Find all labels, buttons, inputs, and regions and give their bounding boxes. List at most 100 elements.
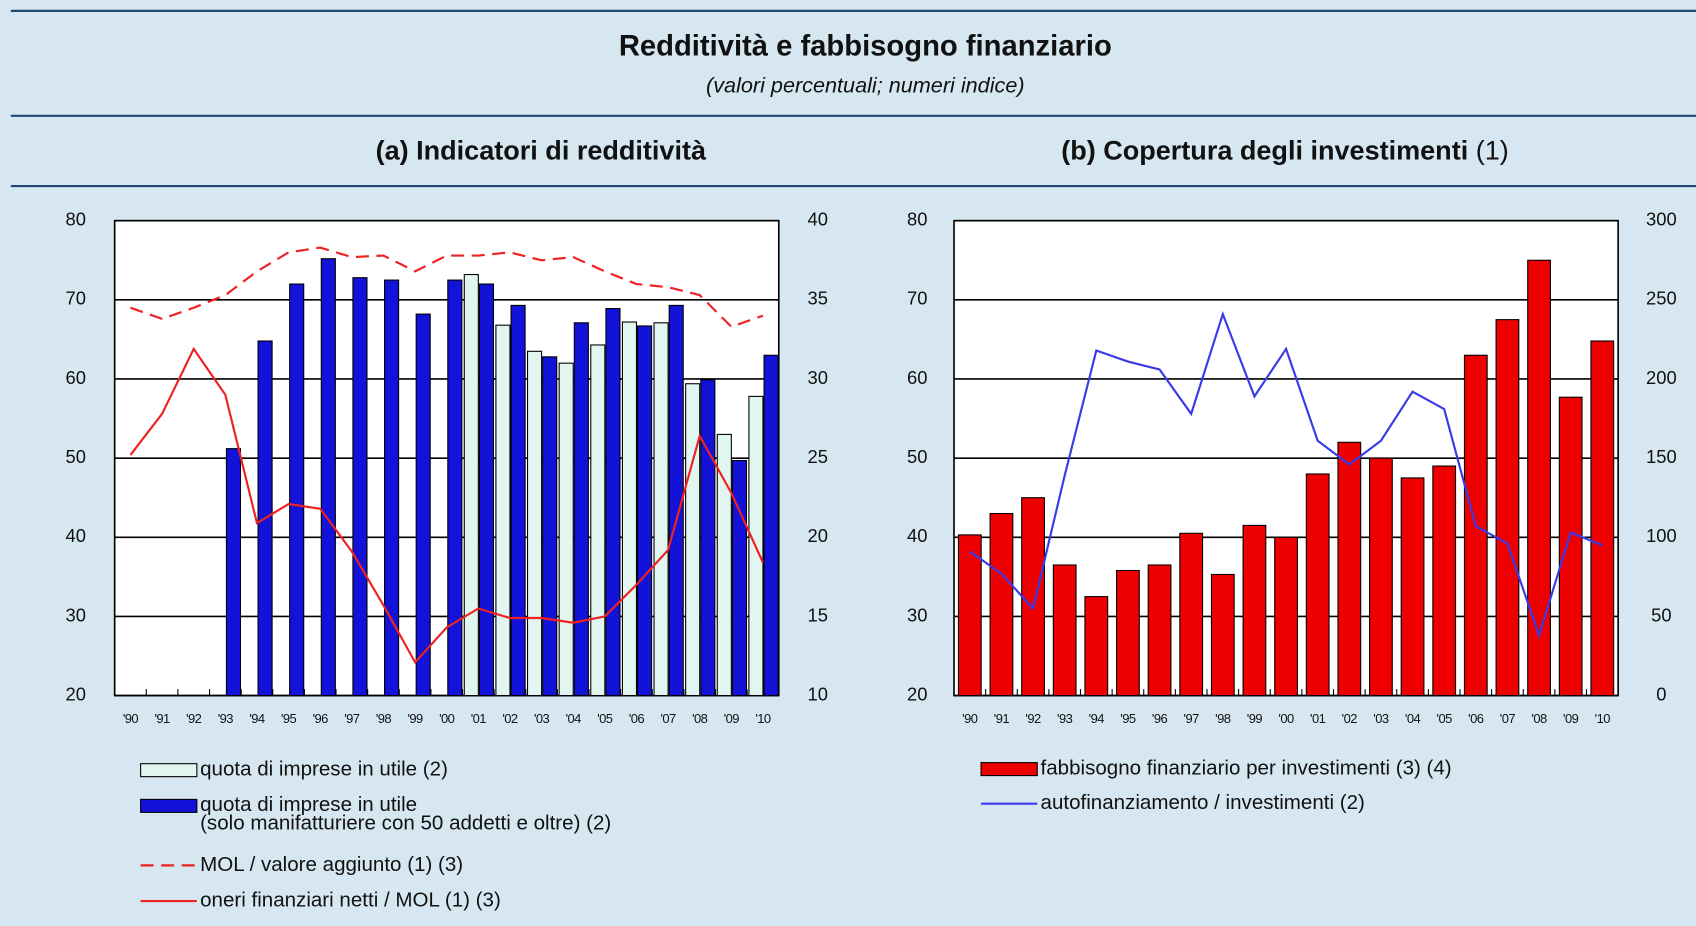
y-tick-label: 30: [907, 604, 927, 625]
bar: [653, 322, 669, 697]
y2-tick-label: 0: [1656, 683, 1666, 704]
y-tick-label: 80: [907, 209, 927, 230]
line: [130, 246, 764, 329]
x-tick-label: '98: [1215, 711, 1231, 726]
panel-title-text: (b) Copertura degli investimenti: [1061, 136, 1468, 166]
x-tick-label: '92: [1025, 711, 1041, 726]
y2-tick-label: 20: [807, 525, 827, 546]
bar: [558, 362, 574, 697]
legend-label: fabbisogno finanziario per investimenti …: [1041, 757, 1452, 780]
x-tick-label: '06: [1468, 711, 1484, 726]
x-tick-label: '96: [313, 711, 329, 726]
y2-tick-label: 30: [807, 367, 827, 388]
bar: [463, 273, 479, 697]
bar: [731, 459, 748, 697]
bar: [668, 304, 684, 697]
x-tick-label: '07: [1500, 711, 1516, 726]
x-tick-label: '04: [566, 711, 582, 726]
legend-label: quota di imprese in utile (2): [200, 758, 448, 781]
x-tick-label: '00: [439, 711, 455, 726]
bar: [637, 325, 653, 697]
y-tick-label: 40: [65, 525, 85, 546]
legend-label: quota di imprese in utile (solo manifattu…: [200, 793, 611, 834]
y-tick-label: 60: [65, 367, 85, 388]
bar: [320, 258, 336, 697]
x-tick-label: '95: [1120, 711, 1136, 726]
x-tick-label: '02: [502, 711, 518, 726]
x-tick-label: '03: [534, 711, 550, 726]
x-tick-label: '97: [1184, 711, 1200, 726]
x-tick-label: '94: [249, 711, 265, 726]
x-tick-label: '05: [1437, 711, 1453, 726]
bar: [526, 350, 543, 697]
y-tick-label: 30: [65, 604, 85, 625]
x-tick-label: '98: [376, 711, 392, 726]
line: [129, 346, 764, 665]
bar: [1305, 473, 1330, 697]
x-tick-label: '91: [994, 711, 1010, 726]
bar: [510, 304, 526, 697]
bar: [1590, 340, 1615, 697]
x-tick-label: '03: [1373, 711, 1389, 726]
bar: [1400, 477, 1425, 697]
panel-title: (b) Copertura degli investimenti (1): [1061, 136, 1509, 166]
bar: [1052, 564, 1077, 697]
y-tick-label: 20: [907, 683, 927, 704]
bar: [685, 383, 701, 697]
bar: [478, 283, 495, 697]
y-tick-label: 20: [65, 683, 85, 704]
legend-swatch: [140, 798, 198, 813]
x-tick-label: '10: [755, 711, 771, 726]
x-tick-label: '90: [962, 711, 978, 726]
y2-tick-label: 250: [1646, 288, 1677, 309]
bar: [1369, 457, 1393, 697]
x-tick-label: '99: [1247, 711, 1263, 726]
line: [969, 310, 1603, 639]
bar: [1274, 536, 1298, 697]
bar: [542, 356, 558, 697]
y-tick-label: 70: [907, 288, 927, 309]
y2-tick-label: 200: [1646, 367, 1677, 388]
x-tick-label: '09: [724, 711, 740, 726]
x-tick-label: '08: [1531, 711, 1547, 726]
bar: [605, 308, 621, 697]
x-tick-label: '00: [1278, 711, 1294, 726]
y2-tick-label: 50: [1651, 604, 1671, 625]
bar: [352, 277, 368, 697]
x-tick-label: '93: [1057, 711, 1073, 726]
x-tick-label: '94: [1089, 711, 1105, 726]
bar: [1084, 596, 1109, 697]
x-tick-label: '96: [1152, 711, 1168, 726]
bar: [573, 322, 589, 697]
y-tick-label: 50: [65, 446, 85, 467]
x-tick-label: '10: [1595, 711, 1611, 726]
x-tick-label: '02: [1342, 711, 1358, 726]
x-tick-label: '04: [1405, 711, 1421, 726]
bar: [1432, 465, 1457, 697]
bar: [447, 279, 463, 697]
y-tick-label: 60: [907, 367, 927, 388]
bar: [1558, 396, 1583, 697]
panel-title-text: (a) Indicatori di redditività: [376, 136, 707, 166]
panel-title-note: (1): [1476, 136, 1509, 166]
x-tick-label: '09: [1563, 711, 1579, 726]
bar: [1021, 497, 1045, 697]
x-tick-label: '07: [660, 711, 676, 726]
bar: [1210, 573, 1235, 697]
x-tick-label: '95: [281, 711, 297, 726]
x-tick-label: '93: [218, 711, 234, 726]
x-tick-label: '92: [186, 711, 202, 726]
y2-tick-label: 25: [807, 446, 827, 467]
x-tick-label: '05: [597, 711, 613, 726]
x-tick-label: '91: [154, 711, 170, 726]
bar: [1179, 532, 1204, 697]
bar: [700, 379, 716, 697]
y2-tick-label: 35: [807, 288, 827, 309]
bar: [590, 344, 606, 697]
legend-swatch: [140, 763, 198, 778]
bar: [1116, 569, 1140, 697]
bar: [384, 279, 400, 697]
bar: [1337, 441, 1362, 697]
bar: [1527, 259, 1551, 697]
